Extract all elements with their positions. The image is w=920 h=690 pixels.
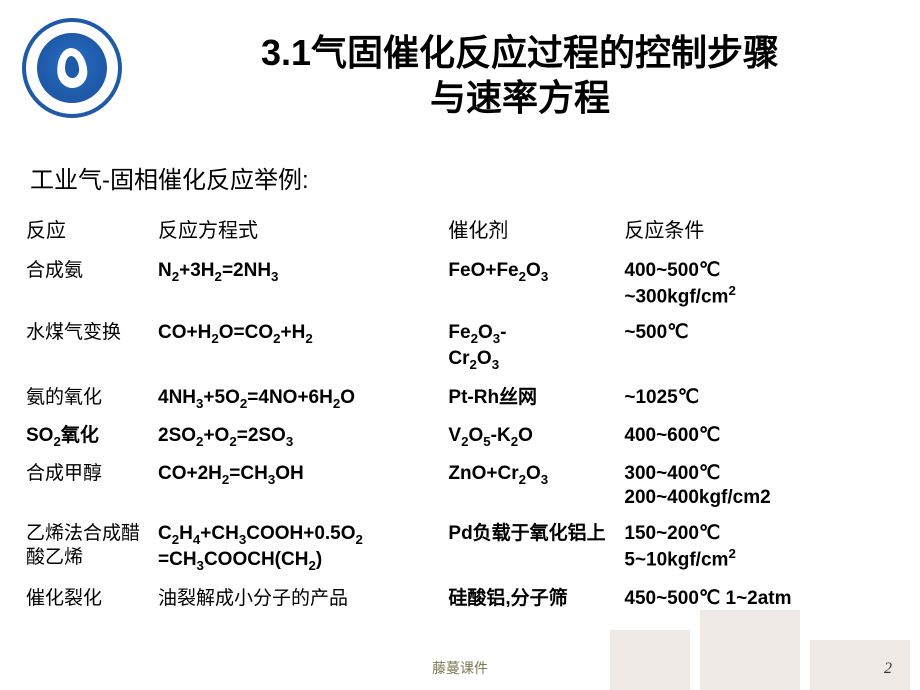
title-line-2: 与速率方程: [140, 75, 900, 120]
table-cell: N2+3H2=2NH3: [152, 253, 442, 315]
table-cell: 氨的氧化: [20, 380, 152, 418]
table-row: 水煤气变换CO+H2O=CO2+H2Fe2O3-Cr2O3~500℃: [20, 315, 900, 380]
slide-subtitle: 工业气-固相催化反应举例:: [30, 160, 309, 195]
table-cell: 合成氨: [20, 253, 152, 315]
table-cell: 450~500℃ 1~2atm: [618, 581, 900, 617]
table-row: 乙烯法合成醋酸乙烯C2H4+CH3COOH+0.5O2=CH3COOCH(CH2…: [20, 516, 900, 581]
slide-title: 3.1气固催化反应过程的控制步骤 与速率方程: [140, 30, 900, 120]
table-cell: 水煤气变换: [20, 315, 152, 380]
table-cell: C2H4+CH3COOH+0.5O2=CH3COOCH(CH2): [152, 516, 442, 581]
table-cell: SO2氧化: [20, 418, 152, 456]
footer-text: 藤蔓课件: [0, 658, 920, 678]
table-cell: 400~600℃: [618, 418, 900, 456]
table-cell: Fe2O3-Cr2O3: [442, 315, 618, 380]
table-cell: 2SO2+O2=2SO3: [152, 418, 442, 456]
table-cell: ZnO+Cr2O3: [442, 456, 618, 516]
table-cell: ~500℃: [618, 315, 900, 380]
reactions-table-wrap: 反应 反应方程式 催化剂 反应条件 合成氨N2+3H2=2NH3FeO+Fe2O…: [20, 210, 900, 617]
table-cell: 油裂解成小分子的产品: [152, 581, 442, 617]
table-row: 氨的氧化4NH3+5O2=4NO+6H2OPt-Rh丝网~1025℃: [20, 380, 900, 418]
table-cell: 4NH3+5O2=4NO+6H2O: [152, 380, 442, 418]
logo-inner-circle: [37, 33, 107, 103]
table-row: 催化裂化油裂解成小分子的产品硅酸铝,分子筛450~500℃ 1~2atm: [20, 581, 900, 617]
table-cell: 催化裂化: [20, 581, 152, 617]
table-cell: V2O5-K2O: [442, 418, 618, 456]
reactions-table: 反应 反应方程式 催化剂 反应条件 合成氨N2+3H2=2NH3FeO+Fe2O…: [20, 210, 900, 617]
table-cell: FeO+Fe2O3: [442, 253, 618, 315]
university-logo: [22, 18, 122, 118]
table-cell: 300~400℃200~400kgf/cm2: [618, 456, 900, 516]
table-cell: Pd负载于氧化铝上: [442, 516, 618, 581]
table-cell: CO+2H2=CH3OH: [152, 456, 442, 516]
col-header-equation: 反应方程式: [152, 210, 442, 253]
page-number: 2: [884, 660, 892, 678]
table-cell: CO+H2O=CO2+H2: [152, 315, 442, 380]
table-header-row: 反应 反应方程式 催化剂 反应条件: [20, 210, 900, 253]
table-body: 合成氨N2+3H2=2NH3FeO+Fe2O3400~500℃~300kgf/c…: [20, 253, 900, 617]
title-line-1: 3.1气固催化反应过程的控制步骤: [140, 30, 900, 75]
col-header-catalyst: 催化剂: [442, 210, 618, 253]
table-cell: Pt-Rh丝网: [442, 380, 618, 418]
table-row: 合成氨N2+3H2=2NH3FeO+Fe2O3400~500℃~300kgf/c…: [20, 253, 900, 315]
logo-flame-icon: [55, 47, 88, 89]
table-cell: 乙烯法合成醋酸乙烯: [20, 516, 152, 581]
table-row: SO2氧化2SO2+O2=2SO3V2O5-K2O400~600℃: [20, 418, 900, 456]
table-row: 合成甲醇CO+2H2=CH3OHZnO+Cr2O3300~400℃200~400…: [20, 456, 900, 516]
table-cell: 150~200℃5~10kgf/cm2: [618, 516, 900, 581]
table-cell: 合成甲醇: [20, 456, 152, 516]
col-header-reaction: 反应: [20, 210, 152, 253]
table-cell: 硅酸铝,分子筛: [442, 581, 618, 617]
col-header-conditions: 反应条件: [618, 210, 900, 253]
table-cell: 400~500℃~300kgf/cm2: [618, 253, 900, 315]
table-cell: ~1025℃: [618, 380, 900, 418]
